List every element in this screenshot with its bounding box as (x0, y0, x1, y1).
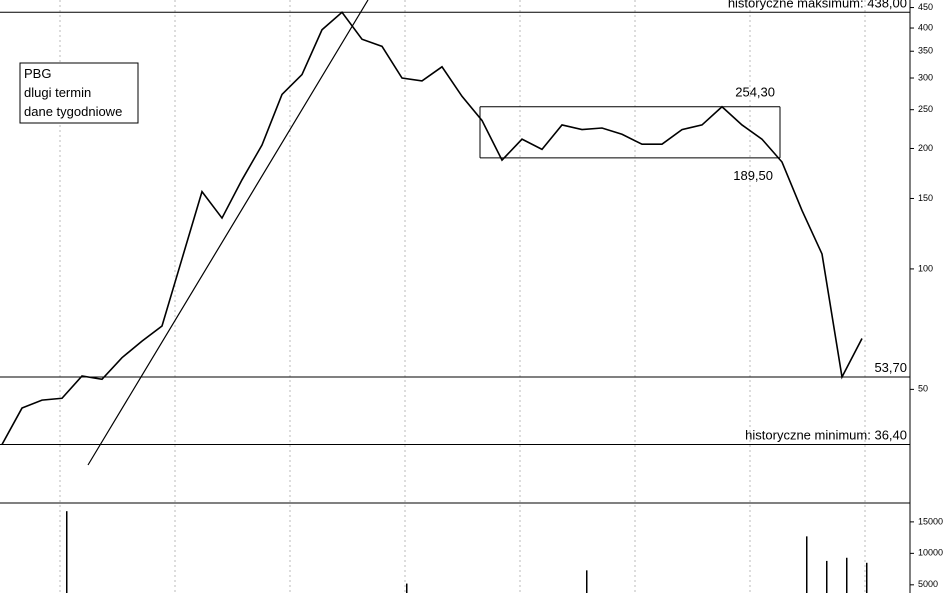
level-label: historyczne maksimum: 438,00 (728, 0, 907, 10)
y-tick-label: 400 (918, 22, 933, 32)
y-tick-label: 100 (918, 263, 933, 273)
level-label: historyczne minimum: 36,40 (745, 428, 907, 443)
y-tick-label: 250 (918, 104, 933, 114)
y-tick-label: 15000 (918, 516, 943, 526)
range-low-label: 189,50 (733, 168, 773, 183)
y-tick-label: 150 (918, 193, 933, 203)
volume-bar (586, 570, 588, 593)
info-text: dlugi termin (24, 85, 91, 100)
volume-bar (866, 562, 868, 593)
trend-line (87, 0, 369, 466)
level-label: 53,70 (874, 360, 907, 375)
price-line (1, 11, 863, 445)
info-text: PBG (24, 66, 51, 81)
y-tick-label: 200 (918, 143, 933, 153)
y-tick-label: 50 (918, 384, 928, 394)
y-tick-label: 450 (918, 2, 933, 12)
volume-bar (846, 557, 848, 593)
info-box (19, 62, 139, 124)
volume-bar (66, 511, 68, 593)
y-tick-label: 300 (918, 72, 933, 82)
volume-bar (826, 560, 828, 593)
range-high-label: 254,30 (735, 85, 775, 100)
volume-bar (406, 583, 408, 593)
info-text: dane tygodniowe (24, 104, 122, 119)
y-tick-label: 10000 (918, 548, 943, 558)
vertical-grid (59, 0, 866, 593)
volume-bar (806, 536, 808, 593)
y-tick-label: 350 (918, 46, 933, 56)
y-tick-label: 5000 (918, 579, 938, 589)
